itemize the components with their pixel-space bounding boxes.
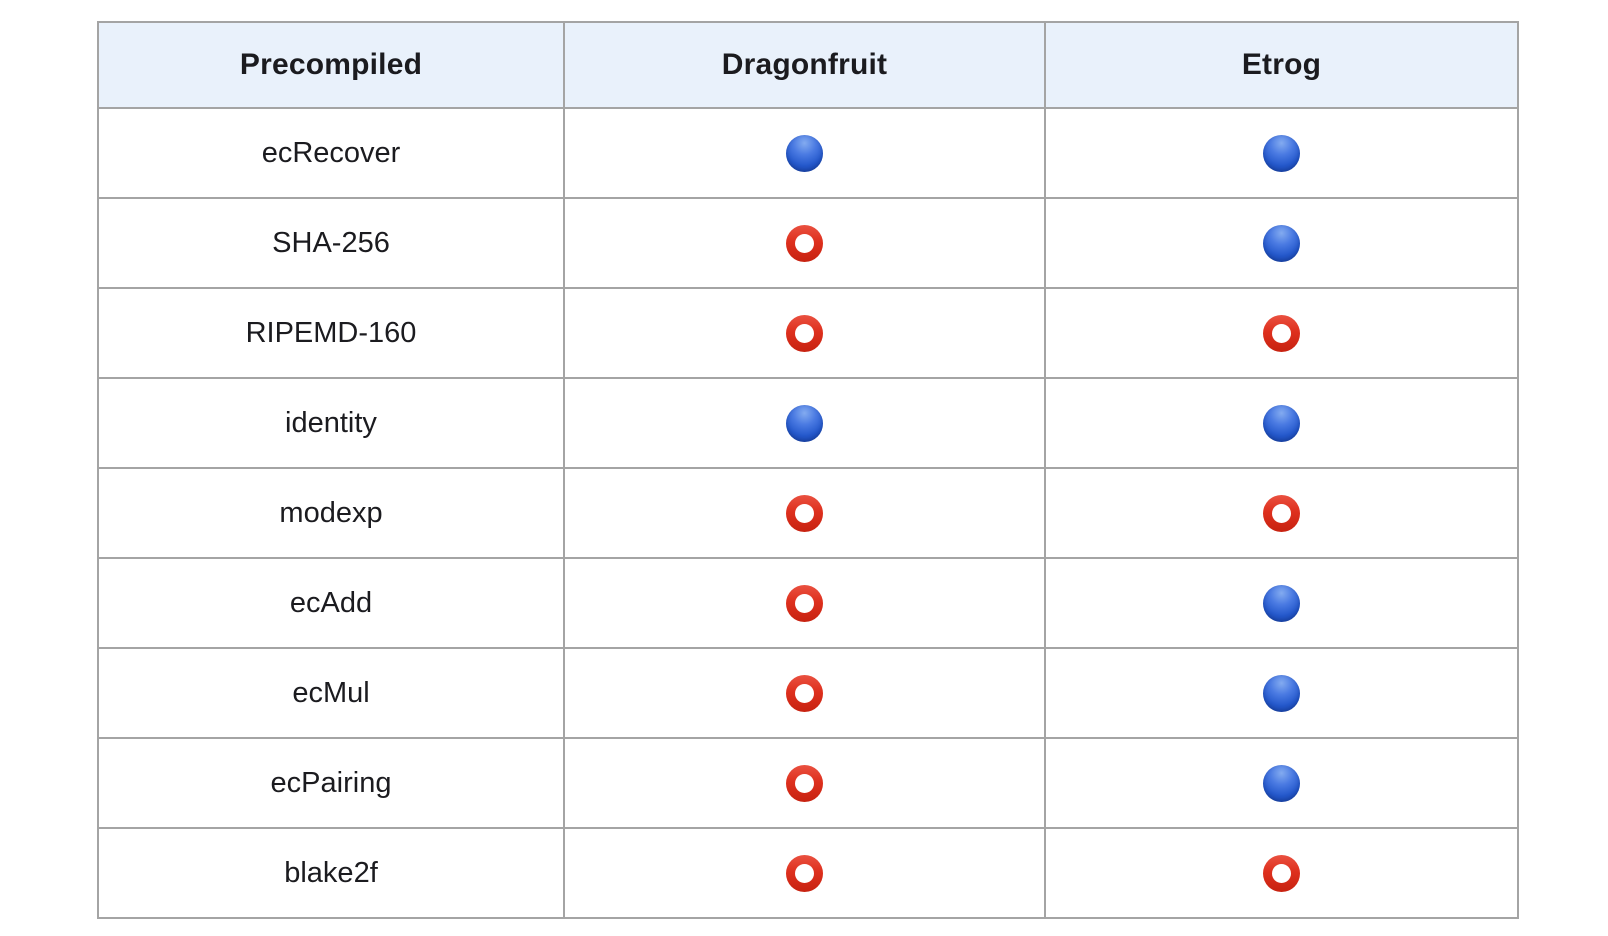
red-hollow-circle-icon xyxy=(786,314,823,352)
table-row-identity: identity xyxy=(97,377,1519,469)
row-label: blake2f xyxy=(97,827,565,919)
table-row-modexp: modexp xyxy=(97,467,1519,559)
table-row-sha256: SHA-256 xyxy=(97,197,1519,289)
blue-circle-icon xyxy=(1263,224,1300,262)
red-hollow-circle-icon xyxy=(786,224,823,262)
header-row: Precompiled Dragonfruit Etrog xyxy=(97,21,1519,109)
table-row-ecrecover: ecRecover xyxy=(97,107,1519,199)
row-label: ecAdd xyxy=(97,557,565,649)
row-label: SHA-256 xyxy=(97,197,565,289)
column-header-etrog: Etrog xyxy=(1044,21,1519,109)
blue-circle-icon xyxy=(1263,584,1300,622)
table-row-blake2f: blake2f xyxy=(97,827,1519,919)
red-hollow-circle-icon xyxy=(1263,494,1300,532)
red-hollow-circle-icon xyxy=(786,674,823,712)
blue-circle-icon xyxy=(786,134,823,172)
table-row-ecmul: ecMul xyxy=(97,647,1519,739)
precompiled-support-table: Precompiled Dragonfruit Etrog ecRecover … xyxy=(97,21,1519,919)
row-label: ecMul xyxy=(97,647,565,739)
blue-circle-icon xyxy=(1263,404,1300,442)
precompiled-support-table-container: Precompiled Dragonfruit Etrog ecRecover … xyxy=(97,21,1519,919)
red-hollow-circle-icon xyxy=(786,854,823,892)
blue-circle-icon xyxy=(1263,134,1300,172)
row-label: RIPEMD-160 xyxy=(97,287,565,379)
table-row-ripemd160: RIPEMD-160 xyxy=(97,287,1519,379)
row-label: ecPairing xyxy=(97,737,565,829)
red-hollow-circle-icon xyxy=(786,584,823,622)
column-header-dragonfruit: Dragonfruit xyxy=(563,21,1046,109)
red-hollow-circle-icon xyxy=(1263,314,1300,352)
row-label: modexp xyxy=(97,467,565,559)
blue-circle-icon xyxy=(1263,764,1300,802)
row-label: identity xyxy=(97,377,565,469)
blue-circle-icon xyxy=(786,404,823,442)
red-hollow-circle-icon xyxy=(1263,854,1300,892)
column-header-precompiled: Precompiled xyxy=(97,21,565,109)
red-hollow-circle-icon xyxy=(786,764,823,802)
table-row-ecpairing: ecPairing xyxy=(97,737,1519,829)
blue-circle-icon xyxy=(1263,674,1300,712)
row-label: ecRecover xyxy=(97,107,565,199)
red-hollow-circle-icon xyxy=(786,494,823,532)
table-row-ecadd: ecAdd xyxy=(97,557,1519,649)
